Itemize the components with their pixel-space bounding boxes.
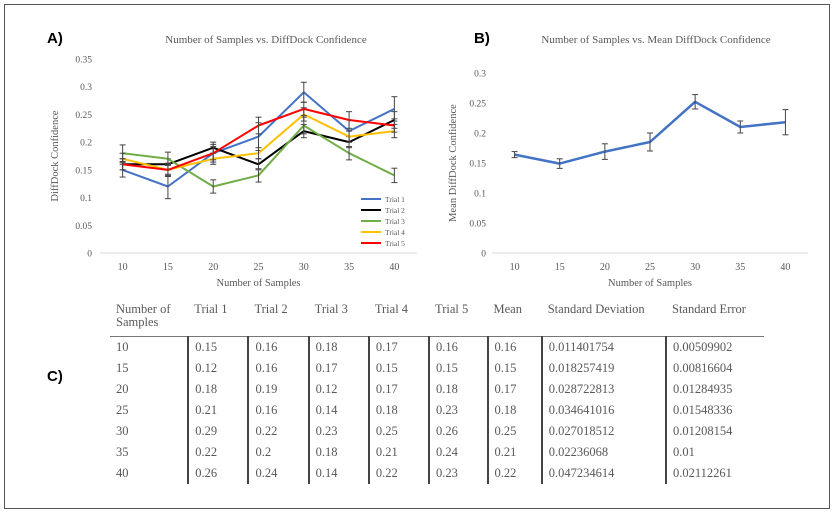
table-cell: 0.18 (486, 400, 542, 421)
table-cell: 0.16 (486, 336, 542, 358)
table-cell: 0.18 (307, 336, 369, 358)
table-cell: 0.25 (486, 421, 542, 442)
table-cell: 0.14 (307, 463, 369, 484)
table-cell: 0.24 (247, 463, 309, 484)
table-cell: 30 (116, 424, 129, 438)
table-cell: 0.00816604 (665, 358, 764, 379)
table-cell: 0.2 (247, 442, 309, 463)
table-row: 10 0.15 0.16 0.18 0.17 0.16 0.16 0.011401754 0.0… (110, 336, 764, 358)
table-cell: 0.15 (187, 336, 249, 358)
table-cell: 0.011401754 (540, 336, 666, 358)
table-cell: 0.18 (307, 442, 369, 463)
table-cell: 0.15 (428, 358, 488, 379)
table-cell: 0.047234614 (540, 463, 666, 484)
table-column-header: Number of Samples (110, 302, 189, 337)
table-cell: 25 (116, 403, 129, 417)
table-column-header: Trial 3 (308, 302, 369, 337)
table-column-header: Trial 2 (248, 302, 309, 337)
table-cell: 20 (116, 382, 129, 396)
panel-label-c: C) (47, 368, 63, 385)
figure-frame (4, 4, 830, 509)
table-cell: 0.22 (187, 442, 249, 463)
table-cell: 0.23 (428, 463, 488, 484)
table-column-header: Standard Error (666, 302, 764, 337)
table-row: 35 0.22 0.2 0.18 0.21 0.24 0.21 0.02236068 0.01 (110, 442, 764, 463)
table-row: 15 0.12 0.16 0.17 0.15 0.15 0.15 0.018257419 0.0… (110, 358, 764, 379)
table-cell: 0.18 (187, 379, 249, 400)
table-cell: 0.027018512 (540, 421, 666, 442)
table-cell: 0.29 (187, 421, 249, 442)
table-cell: 0.21 (367, 442, 430, 463)
table-cell: 0.14 (307, 400, 369, 421)
table-cell: 0.12 (307, 379, 369, 400)
table-column-header: Trial 4 (368, 302, 430, 337)
table-cell: 0.01548336 (665, 400, 764, 421)
table-column-header: Standard Deviation (541, 302, 666, 337)
table-cell: 0.24 (428, 442, 488, 463)
table-row: 20 0.18 0.19 0.12 0.17 0.18 0.17 0.028722813 0.0… (110, 379, 764, 400)
table-cell: 0.034641016 (540, 400, 666, 421)
table-header-row: Number of Samples Trial 1 Trial 2 Trial 3 Tr… (110, 302, 764, 337)
table-column-header: Trial 1 (188, 302, 249, 337)
table-cell: 0.028722813 (540, 379, 666, 400)
table-cell: 0.16 (247, 400, 309, 421)
table-cell: 0.26 (187, 463, 249, 484)
table-cell: 0.00509902 (665, 336, 764, 358)
table-cell: 0.02236068 (540, 442, 666, 463)
table-cell: 15 (116, 361, 129, 375)
table-cell: 10 (116, 340, 129, 354)
table-row: 25 0.21 0.16 0.14 0.18 0.23 0.18 0.034641016 0.0… (110, 400, 764, 421)
table-cell: 0.17 (367, 336, 430, 358)
table-cell: 0.01208154 (665, 421, 764, 442)
table-cell: 0.26 (428, 421, 488, 442)
table-row: 40 0.26 0.24 0.14 0.22 0.23 0.22 0.047234614 0.0… (110, 463, 764, 484)
table-cell: 0.23 (307, 421, 369, 442)
table-cell: 0.018257419 (540, 358, 666, 379)
table-cell: 0.01 (665, 442, 764, 463)
table-cell: 0.12 (187, 358, 249, 379)
table-cell: 0.21 (486, 442, 542, 463)
table-cell: 0.15 (486, 358, 542, 379)
table-cell: 0.18 (367, 400, 430, 421)
table-cell: 0.01284935 (665, 379, 764, 400)
table-cell: 0.17 (486, 379, 542, 400)
results-table: Number of Samples Trial 1 Trial 2 Trial 3 Tr… (110, 302, 764, 484)
table-cell: 0.22 (247, 421, 309, 442)
table-cell: 0.17 (367, 379, 430, 400)
table-cell: 0.21 (187, 400, 249, 421)
table-cell: 0.16 (247, 358, 309, 379)
table-cell: 0.23 (428, 400, 488, 421)
panel-label-a: A) (47, 30, 63, 47)
panel-label-b: B) (474, 30, 490, 47)
table-cell: 0.22 (486, 463, 542, 484)
table-row: 30 0.29 0.22 0.23 0.25 0.26 0.25 0.027018512 0.0… (110, 421, 764, 442)
table-column-header: Trial 5 (429, 302, 488, 337)
table-cell: 40 (116, 466, 129, 480)
table-cell: 0.25 (367, 421, 430, 442)
table-cell: 0.15 (367, 358, 430, 379)
table-cell: 0.02112261 (665, 463, 764, 484)
table-cell: 0.19 (247, 379, 309, 400)
table-cell: 0.16 (247, 336, 309, 358)
table-column-header: Mean (487, 302, 542, 337)
table-cell: 0.22 (367, 463, 430, 484)
table-cell: 35 (116, 445, 129, 459)
table-cell: 0.17 (307, 358, 369, 379)
table-cell: 0.18 (428, 379, 488, 400)
table-cell: 0.16 (428, 336, 488, 358)
